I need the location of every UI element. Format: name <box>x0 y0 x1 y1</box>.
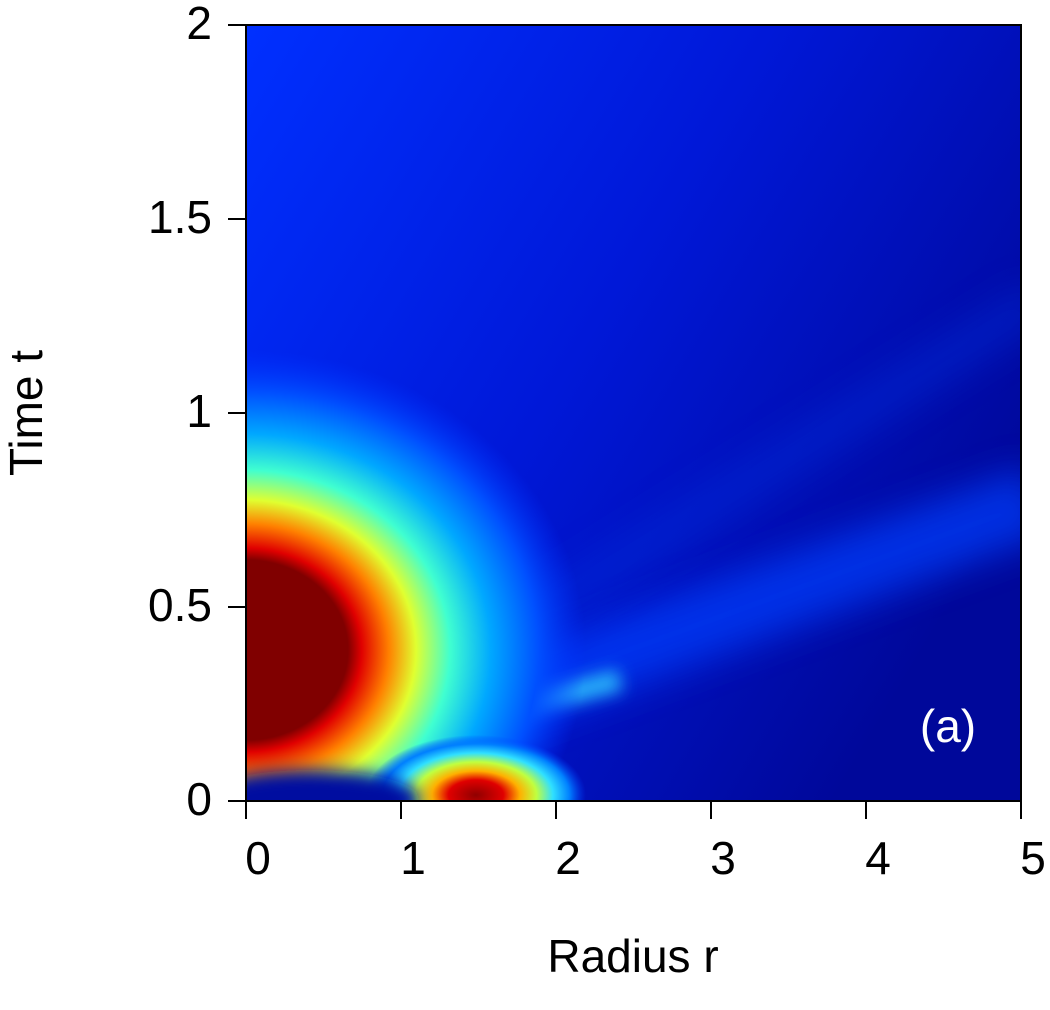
x-tick-label: 3 <box>710 832 736 884</box>
x-tick-label: 2 <box>555 832 581 884</box>
y-tick-label: 2 <box>186 0 212 49</box>
y-tick-label: 1.5 <box>148 191 212 243</box>
y-tick-label: 1 <box>186 385 212 437</box>
y-tick-label: 0.5 <box>148 579 212 631</box>
x-axis-title: Radius r <box>547 930 718 982</box>
x-tick-label: 5 <box>1020 832 1046 884</box>
heatmap-field <box>246 25 1021 801</box>
x-tick-label: 0 <box>245 832 271 884</box>
x-tick-label: 4 <box>865 832 891 884</box>
annotation: (a) <box>920 700 976 752</box>
y-axis-title: Time t <box>0 350 52 476</box>
x-tick-label: 1 <box>400 832 426 884</box>
y-tick-label: 0 <box>186 773 212 825</box>
